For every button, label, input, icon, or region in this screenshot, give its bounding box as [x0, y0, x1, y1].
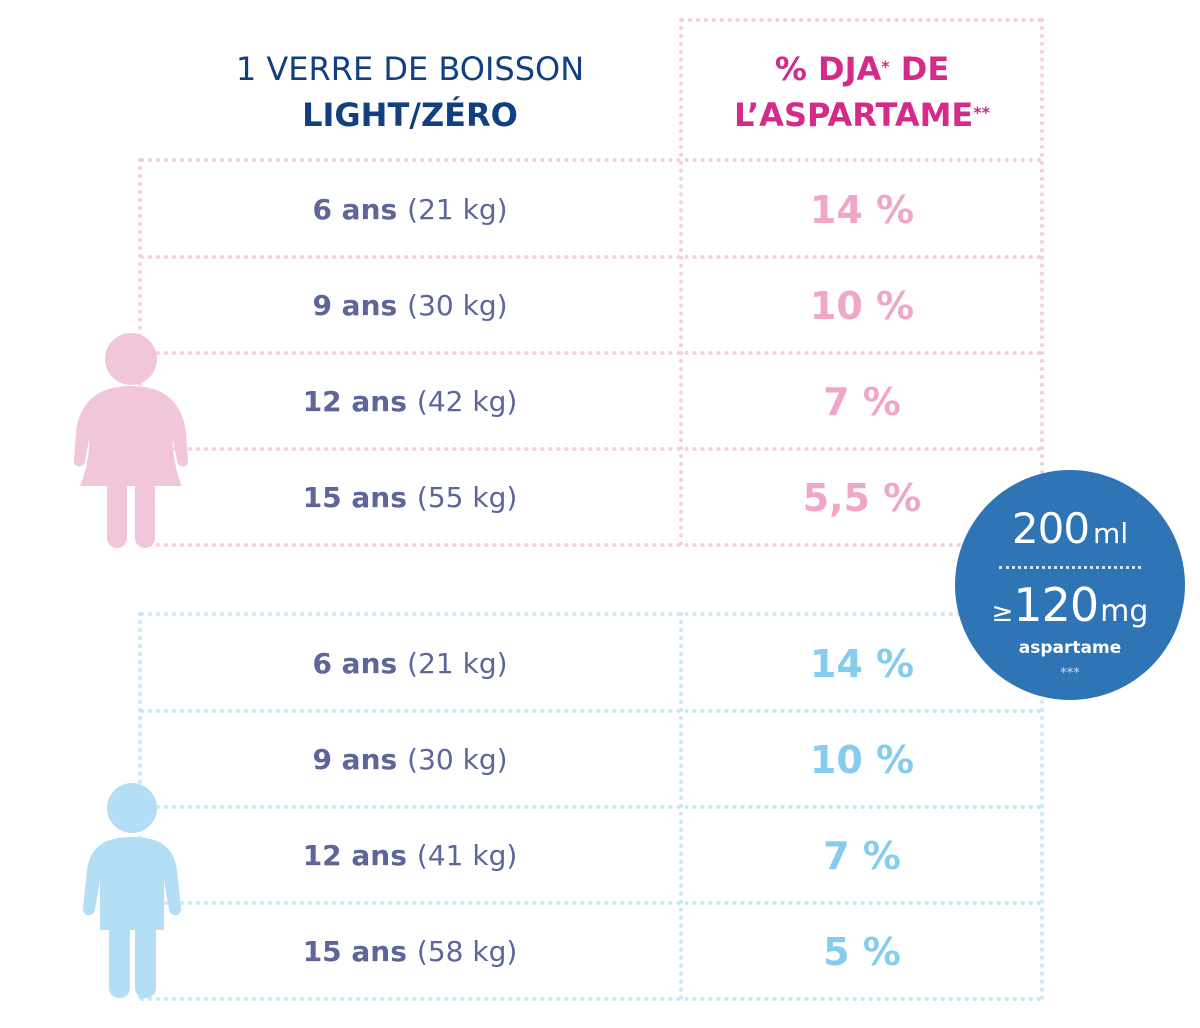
- header-aspartame-sup: **: [973, 103, 991, 122]
- table-row: 6 ans (21 kg): [140, 162, 680, 257]
- adi-percent: 7 %: [823, 833, 901, 878]
- weight-label: (30 kg): [407, 743, 508, 776]
- grid-line: [140, 805, 1042, 809]
- adi-percent: 5,5 %: [802, 475, 922, 520]
- amount-unit: mg: [1100, 594, 1149, 629]
- table-row: 12 ans (41 kg): [140, 808, 680, 903]
- weight-label: (42 kg): [416, 385, 518, 418]
- badge-volume: 200 ml: [955, 504, 1185, 554]
- adi-percent: 14 %: [809, 641, 915, 686]
- girl-icon: [74, 333, 189, 548]
- header-adi-sup: *: [881, 57, 890, 76]
- age-label: 15 ans: [302, 481, 407, 514]
- adi-percent: 5 %: [823, 929, 901, 974]
- adi-percent: 10 %: [809, 737, 915, 782]
- table-row: 9 ans (30 kg): [140, 258, 680, 353]
- amount-value: 120: [1013, 578, 1099, 632]
- volume-unit: ml: [1093, 517, 1129, 550]
- grid-line: [140, 255, 1042, 259]
- header-adi-a: % DJA: [774, 50, 882, 88]
- header-line-2: LIGHT/ZÉRO: [302, 96, 518, 134]
- grid-line: [1040, 612, 1044, 1000]
- grid-line: [140, 997, 1042, 1001]
- badge-amount: ≥120mg: [955, 578, 1185, 634]
- grid-line: [680, 18, 1042, 22]
- adi-percent: 10 %: [809, 283, 915, 328]
- weight-label: (21 kg): [407, 193, 508, 226]
- header-line-1: 1 VERRE DE BOISSON: [235, 50, 585, 88]
- age-label: 12 ans: [302, 385, 407, 418]
- table-row: 9 ans (30 kg): [140, 712, 680, 807]
- serving-badge: 200 ml ≥120mg aspartame ***: [955, 470, 1185, 700]
- age-label: 6 ans: [312, 647, 398, 680]
- badge-substance: aspartame: [1018, 638, 1122, 658]
- age-label: 9 ans: [312, 743, 398, 776]
- boy-icon: [82, 783, 182, 998]
- table-row: 12 ans (42 kg): [140, 354, 680, 449]
- ge-symbol: ≥: [991, 598, 1014, 628]
- table-row: 15 ans (58 kg): [140, 904, 680, 999]
- age-label: 15 ans: [302, 935, 407, 968]
- grid-line: [140, 351, 1042, 355]
- table-row: 6 ans (21 kg): [140, 616, 680, 711]
- adi-percent: 7 %: [823, 379, 901, 424]
- age-label: 12 ans: [302, 839, 407, 872]
- header-aspartame: L’ASPARTAME: [733, 96, 974, 134]
- grid-line: [140, 901, 1042, 905]
- volume-value: 200: [1011, 504, 1090, 553]
- grid-line: [140, 709, 1042, 713]
- header-adi-b: DE: [889, 50, 950, 88]
- weight-label: (58 kg): [416, 935, 518, 968]
- weight-label: (30 kg): [407, 289, 508, 322]
- grid-line: [140, 447, 1042, 451]
- adi-percent: 14 %: [809, 187, 915, 232]
- age-label: 6 ans: [312, 193, 398, 226]
- grid-line: [1040, 18, 1044, 546]
- grid-line: [140, 543, 1042, 547]
- grid-line: [140, 158, 1042, 162]
- weight-label: (21 kg): [407, 647, 508, 680]
- grid-line: [679, 18, 683, 546]
- column-header-drink: 1 VERRE DE BOISSON LIGHT/ZÉRO: [200, 46, 620, 138]
- grid-line: [140, 612, 1042, 616]
- weight-label: (41 kg): [416, 839, 518, 872]
- weight-label: (55 kg): [416, 481, 518, 514]
- table-row: 15 ans (55 kg): [140, 450, 680, 545]
- badge-footnote: ***: [1060, 666, 1080, 681]
- age-label: 9 ans: [312, 289, 398, 322]
- column-header-adi: % DJA* DE L’ASPARTAME**: [682, 46, 1042, 138]
- badge-divider: [999, 566, 1141, 569]
